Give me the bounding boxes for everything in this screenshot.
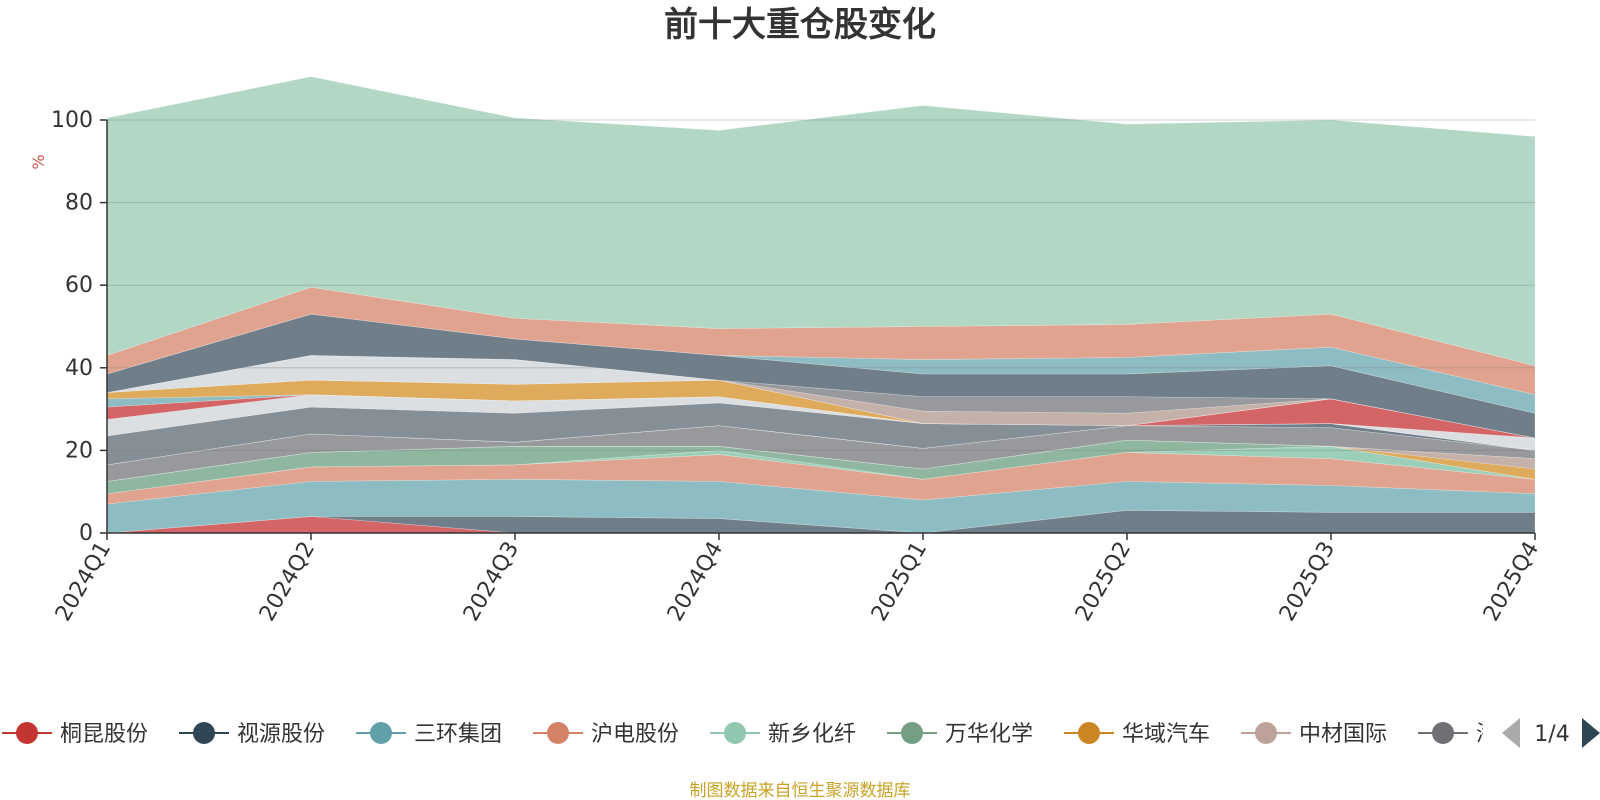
legend-marker <box>370 722 392 744</box>
area-series-3 <box>106 452 1536 505</box>
legend-item-4[interactable]: 新乡化纤 <box>710 722 856 747</box>
area-series-2 <box>106 479 1536 534</box>
legend-label: 新乡化纤 <box>768 722 856 747</box>
legend-marker <box>724 722 746 744</box>
legend[interactable]: 桐昆股份 视源股份 三环集团 沪电股份 新乡化纤 万华化学 华域汽车 中材国际 海 <box>2 722 1498 747</box>
legend-prev-page-button[interactable] <box>1502 718 1520 748</box>
legend-marker <box>193 722 215 744</box>
legend-page-indicator: 1/4 <box>1534 722 1569 747</box>
gridlines <box>107 119 1535 451</box>
area-series-13 <box>106 394 1536 451</box>
legend-marker <box>1255 722 1277 744</box>
legend-label: 华域汽车 <box>1122 722 1210 747</box>
legend-marker <box>1078 722 1100 744</box>
y-tick-label: 80 <box>65 191 93 216</box>
x-tick-label: 2025Q4 <box>1479 538 1544 626</box>
area-series-23 <box>106 76 1536 367</box>
legend-label: 中材国际 <box>1299 722 1387 747</box>
legend-label: 海 <box>1476 722 1498 747</box>
legend-label: 桐昆股份 <box>60 722 148 747</box>
legend-label: 沪电股份 <box>591 722 679 747</box>
legend-label: 三环集团 <box>414 722 502 747</box>
chart-title: 前十大重仓股变化 <box>664 5 936 45</box>
legend-marker <box>16 722 38 744</box>
x-tick-label: 2025Q3 <box>1275 538 1340 626</box>
area-series-8 <box>106 425 1536 482</box>
legend-item-6[interactable]: 华域汽车 <box>1064 722 1210 747</box>
legend-marker <box>547 722 569 744</box>
legend-next-page-button[interactable] <box>1582 718 1600 748</box>
y-tick-label: 100 <box>51 108 93 133</box>
y-tick-label: 40 <box>65 356 93 381</box>
legend-item-1[interactable]: 视源股份 <box>179 722 325 747</box>
legend-marker <box>1432 722 1454 744</box>
area-series-layer <box>106 76 1536 534</box>
legend-item-0[interactable]: 桐昆股份 <box>2 722 148 747</box>
legend-label: 视源股份 <box>237 722 325 747</box>
x-tick-label: 2025Q2 <box>1071 538 1136 626</box>
legend-item-5[interactable]: 万华化学 <box>887 722 1033 747</box>
x-tick-label: 2024Q3 <box>459 538 524 626</box>
legend-item-2[interactable]: 三环集团 <box>356 722 502 747</box>
x-tick-label: 2024Q1 <box>51 538 116 626</box>
y-tick-label: 0 <box>79 521 93 546</box>
legend-item-7[interactable]: 中材国际 <box>1241 722 1387 747</box>
legend-label: 万华化学 <box>945 722 1033 747</box>
y-axis-unit-label: % <box>29 154 48 169</box>
legend-item-8[interactable]: 海 <box>1418 722 1498 747</box>
legend-pager[interactable]: 1/4 <box>1502 718 1600 748</box>
x-tick-label: 2024Q4 <box>663 538 728 626</box>
y-tick-label: 20 <box>65 438 93 463</box>
x-tick-label: 2025Q1 <box>867 538 932 626</box>
source-note: 制图数据来自恒生聚源数据库 <box>690 781 911 800</box>
x-tick-label: 2024Q2 <box>255 538 320 626</box>
legend-item-3[interactable]: 沪电股份 <box>533 722 679 747</box>
y-tick-label: 60 <box>65 273 93 298</box>
legend-marker <box>901 722 923 744</box>
